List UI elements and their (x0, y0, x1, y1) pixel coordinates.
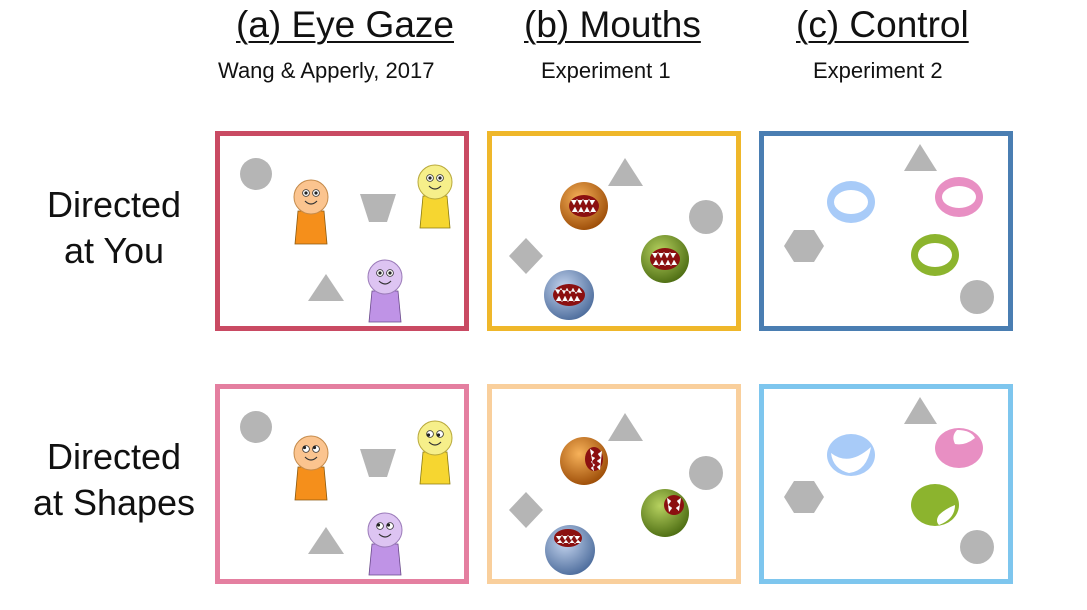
panel-control-at-shapes (759, 384, 1013, 584)
blue-cut-disc (827, 434, 875, 476)
row-label-line2: at Shapes (32, 482, 196, 523)
gray-triangle (608, 413, 643, 441)
gray-diamond (509, 238, 543, 274)
panel-eye-gaze-at-shapes (215, 384, 469, 584)
gray-trapezoid (360, 194, 396, 222)
gray-circle (240, 411, 272, 443)
eye-gaze-at-you-scene (240, 158, 453, 323)
gray-circle (689, 200, 723, 234)
row-label-line1: Directed (46, 184, 182, 225)
gray-triangle (904, 397, 937, 424)
blue-mouth-ball (544, 270, 594, 320)
column-subtitle-control: Experiment 2 (813, 58, 943, 83)
gray-diamond (509, 492, 543, 528)
blue-mouth-ball (545, 525, 595, 575)
gray-circle (960, 280, 994, 314)
gray-circle (960, 530, 994, 564)
orange-mouth-ball (560, 182, 608, 230)
green-mouth-ball (641, 489, 689, 537)
column-subtitle-mouths: Experiment 1 (541, 58, 671, 83)
control-at-you-scene (784, 144, 994, 314)
row-label-line2: at You (63, 230, 165, 271)
orange-avatar (293, 435, 329, 501)
gray-circle (689, 456, 723, 490)
panel-mouths-at-you (487, 131, 741, 331)
purple-avatar (367, 259, 403, 323)
panel-eye-gaze-at-you (215, 131, 469, 331)
gray-hexagon (784, 230, 824, 262)
green-cut-disc (911, 484, 959, 526)
blue-ring (827, 181, 875, 223)
gray-trapezoid (360, 449, 396, 477)
orange-mouth-ball (560, 437, 608, 485)
gray-triangle (308, 527, 344, 554)
eye-gaze-at-shapes-scene (240, 411, 453, 576)
row-label-directed-at-shapes: Directed at Shapes (14, 434, 214, 526)
column-title-eye-gaze: (a) Eye Gaze (236, 4, 454, 45)
gray-triangle (904, 144, 937, 171)
gray-hexagon (784, 481, 824, 513)
panel-control-at-you (759, 131, 1013, 331)
column-subtitle-eye-gaze: Wang & Apperly, 2017 (218, 58, 435, 83)
green-ring (911, 234, 959, 276)
gray-circle (240, 158, 272, 190)
yellow-avatar (417, 420, 453, 485)
control-at-shapes-scene (784, 397, 994, 564)
gray-triangle (308, 274, 344, 301)
gray-triangle (608, 158, 643, 186)
panel-mouths-at-shapes (487, 384, 741, 584)
yellow-avatar (417, 164, 453, 229)
green-mouth-ball (641, 235, 689, 283)
purple-avatar (367, 512, 403, 576)
orange-avatar (293, 179, 329, 245)
row-label-line1: Directed (46, 436, 182, 477)
pink-cut-disc (935, 428, 983, 468)
pink-ring (935, 177, 983, 217)
mouths-at-you-scene (509, 158, 723, 320)
column-title-mouths: (b) Mouths (524, 4, 701, 45)
mouths-at-shapes-scene (509, 413, 723, 575)
column-title-control: (c) Control (796, 4, 969, 45)
row-label-directed-at-you: Directed at You (14, 182, 214, 274)
